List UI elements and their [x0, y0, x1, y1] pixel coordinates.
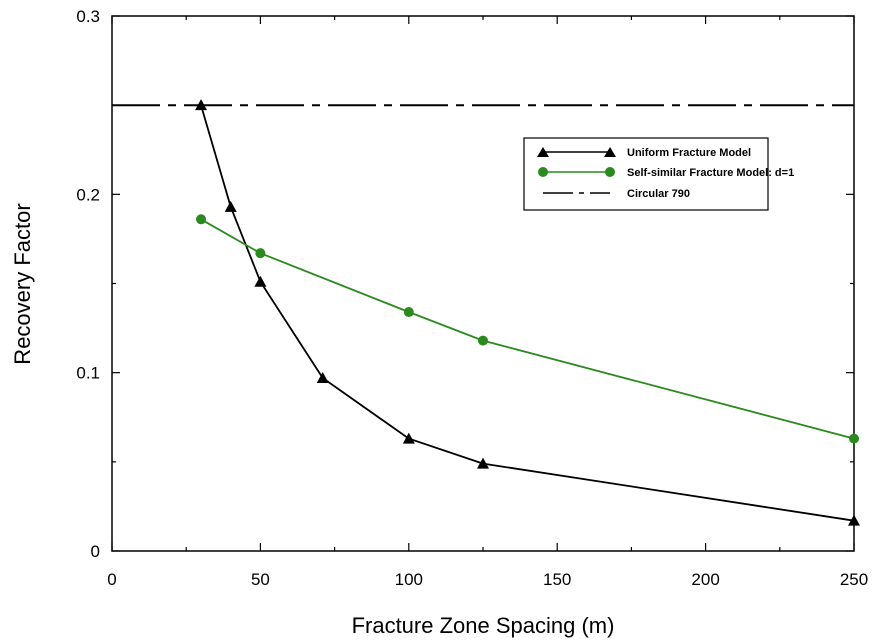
- data-point-triangle: [477, 457, 489, 469]
- legend-marker-triangle: [537, 147, 549, 157]
- y-axis-title: Recovery Factor: [10, 203, 35, 364]
- y-tick-label: 0.3: [76, 7, 100, 26]
- data-point-circle: [849, 433, 859, 444]
- data-point-triangle: [254, 275, 267, 287]
- y-tick-label: 0: [91, 542, 100, 561]
- data-point-triangle: [402, 432, 415, 444]
- y-tick-label: 0.1: [76, 364, 100, 383]
- x-tick-labels: 0 50 100 150 200 250: [107, 570, 868, 589]
- x-tick-label: 100: [395, 570, 423, 589]
- legend-label-self-similar: Self-similar Fracture Model: d=1: [627, 167, 794, 179]
- legend-marker-circle: [538, 167, 548, 177]
- x-tick-label: 150: [543, 570, 571, 589]
- y-tick-labels: 0 0.1 0.2 0.3: [76, 7, 100, 561]
- data-point-circle: [403, 307, 414, 318]
- x-tick-label: 0: [107, 570, 116, 589]
- legend: Uniform Fracture Model Self-similar Frac…: [523, 137, 794, 211]
- x-axis-title: Fracture Zone Spacing (m): [352, 613, 615, 638]
- legend-marker-circle: [605, 167, 615, 177]
- x-tick-label: 200: [691, 570, 719, 589]
- data-point-circle: [478, 335, 488, 346]
- legend-label-circular: Circular 790: [627, 188, 690, 200]
- x-tick-label: 250: [840, 570, 868, 589]
- data-point-triangle: [848, 514, 860, 526]
- data-point-triangle: [316, 372, 329, 384]
- series-layer: [112, 99, 860, 526]
- data-point-circle: [255, 248, 266, 259]
- y-tick-label: 0.2: [76, 185, 100, 204]
- legend-marker-triangle: [604, 147, 616, 157]
- data-point-circle: [196, 214, 207, 225]
- legend-box: [523, 137, 769, 211]
- x-tick-label: 50: [251, 570, 270, 589]
- data-point-triangle: [224, 200, 237, 212]
- axis-ticks: [111, 15, 855, 552]
- legend-label-uniform: Uniform Fracture Model: [627, 147, 751, 159]
- series-line-1: [200, 218, 855, 440]
- plot-frame: [111, 15, 855, 552]
